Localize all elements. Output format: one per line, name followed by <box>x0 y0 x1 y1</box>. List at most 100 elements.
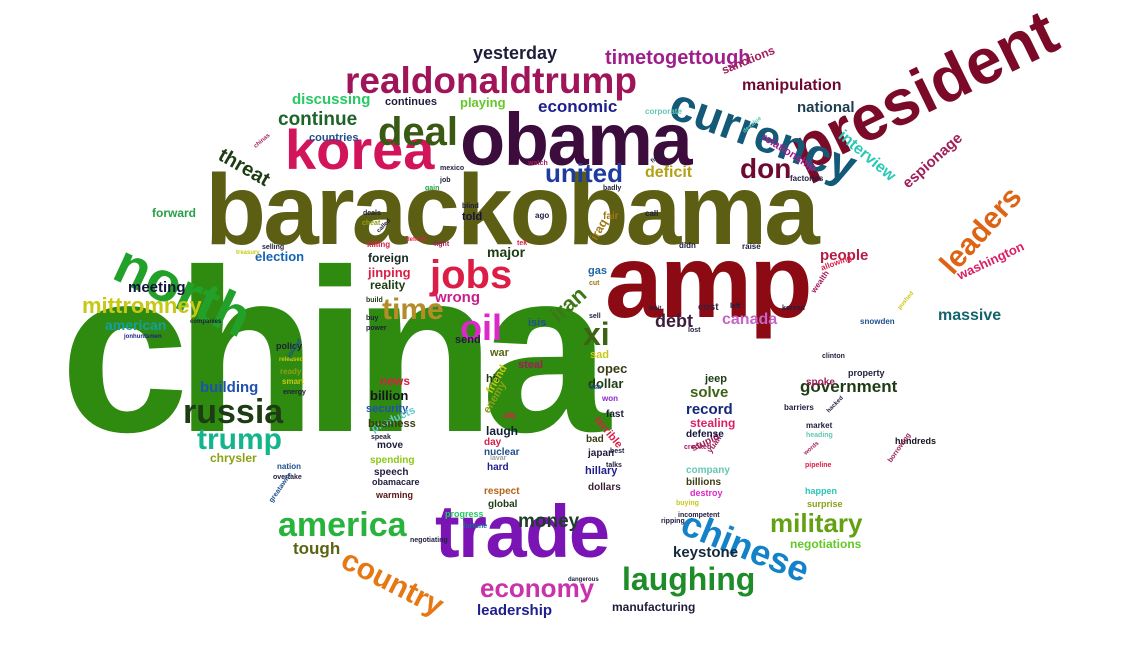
word-cost: cost <box>698 302 719 313</box>
word-realdonaldtrump: realdonaldtrump <box>345 60 637 101</box>
word-won: won <box>602 394 618 403</box>
word-watch: watch <box>528 160 548 167</box>
word-lavar: lavar <box>490 455 507 462</box>
word-didn: didn <box>679 241 696 250</box>
word-discussing: discussing <box>292 91 371 108</box>
word-sad: sad <box>590 349 609 361</box>
word-policy: policy <box>276 341 303 351</box>
word-steal: steal <box>518 359 544 371</box>
word-solve: solve <box>690 384 729 401</box>
word-respect: respect <box>484 486 520 497</box>
word-barackobama: barackobama <box>205 154 820 266</box>
word-left: left <box>730 303 741 310</box>
word-hacked: hacked <box>826 395 845 415</box>
word-spoke: spoke <box>806 377 835 388</box>
word-told: told <box>462 211 483 223</box>
word-forward: forward <box>152 206 197 220</box>
word-billion: billion <box>370 388 409 403</box>
word-hit: hit <box>486 373 500 385</box>
word-jobs: jobs <box>430 253 513 297</box>
word-gain: gain <box>425 185 440 192</box>
word-deal: deal <box>378 110 459 154</box>
word-treasury: treasury <box>236 250 260 256</box>
word-dangerous: dangerous <box>568 577 599 583</box>
word-cut: cut <box>589 280 600 287</box>
word-major: major <box>487 244 526 260</box>
word-bad: bad <box>586 434 604 445</box>
word-limit: limit <box>649 306 662 312</box>
word-military: military <box>770 508 863 538</box>
word-speech: speech <box>374 467 409 478</box>
word-trade: trade <box>435 490 610 573</box>
word-dollars: dollars <box>588 482 621 493</box>
word-factories: factories <box>790 174 824 183</box>
word-wealth: wealth <box>809 269 831 295</box>
word-deficit: deficit <box>645 164 693 181</box>
word-crooked: crooked <box>684 444 712 451</box>
word-mexico: mexico <box>440 165 465 172</box>
word-security: security <box>366 403 409 415</box>
word-deals: deals <box>363 210 381 217</box>
word-election: election <box>255 249 305 264</box>
word-news: news <box>380 374 411 388</box>
word-pipeline: pipeline <box>805 462 832 469</box>
word-opec: opec <box>597 361 628 376</box>
word-global: global <box>488 499 518 510</box>
word-national: national <box>797 99 855 116</box>
word-happen: happen <box>805 486 838 496</box>
word-hillary: hillary <box>585 465 618 477</box>
word-day: day <box>484 437 502 448</box>
word-usa: usa <box>589 384 602 391</box>
word-property: property <box>848 368 885 378</box>
word-warming: warming <box>376 490 414 500</box>
word-defense: defense <box>686 429 724 440</box>
word-nuclear: nuclear <box>484 447 520 458</box>
word-barriers: barriers <box>784 403 814 412</box>
word-power: power <box>366 325 387 332</box>
word-massive: massive <box>938 307 1002 324</box>
word-american: american <box>105 317 167 333</box>
word-clinton: clinton <box>822 353 845 360</box>
word-killing: killing <box>367 240 391 249</box>
word-trump: trump <box>197 423 282 456</box>
word-russia: russia <box>183 393 284 431</box>
word-leadership: leadership <box>477 602 553 619</box>
word-sell: sell <box>589 313 601 320</box>
word-hard: hard <box>487 462 509 473</box>
word-job: job <box>440 177 451 184</box>
word-pushed: pushed <box>897 290 916 311</box>
word-laughing: laughing <box>622 561 756 597</box>
word-stealing: stealing <box>690 416 736 430</box>
word-reality: reality <box>370 278 406 292</box>
word-corporate: corporate <box>645 107 682 116</box>
word-hundreds: hundreds <box>895 436 937 446</box>
word-incompetent: incompetent <box>678 512 720 519</box>
word-country: country <box>335 543 449 623</box>
word-economic: economic <box>538 97 618 116</box>
word-buy: buy <box>366 315 379 322</box>
word-keystone: keystone <box>673 544 739 561</box>
word-released: released <box>279 357 304 363</box>
word-jinping: jinping <box>368 265 411 280</box>
word-buying: buying <box>676 500 699 507</box>
word-canada: canada <box>722 311 778 328</box>
word-billions: billions <box>686 477 721 488</box>
word-amp: amp <box>605 224 813 340</box>
word-oil: oil <box>460 307 502 348</box>
word-laugh: laugh <box>486 424 518 438</box>
word-tek: tek <box>517 240 528 247</box>
word-destroy: destroy <box>690 488 723 498</box>
word-korea: korea <box>285 118 435 181</box>
word-build: build <box>366 297 383 304</box>
word-talks: talks <box>606 462 622 469</box>
word-continue: continue <box>278 109 358 130</box>
word-negotiations: negotiations <box>790 537 862 551</box>
word-japan: japan <box>588 448 615 459</box>
word-company: company <box>686 465 730 476</box>
word-best: best <box>610 448 625 455</box>
word-spending: spending <box>370 455 415 466</box>
word-don: don <box>740 153 792 184</box>
word-isis: isis <box>528 317 547 329</box>
word-manipulation: manipulation <box>742 77 842 94</box>
